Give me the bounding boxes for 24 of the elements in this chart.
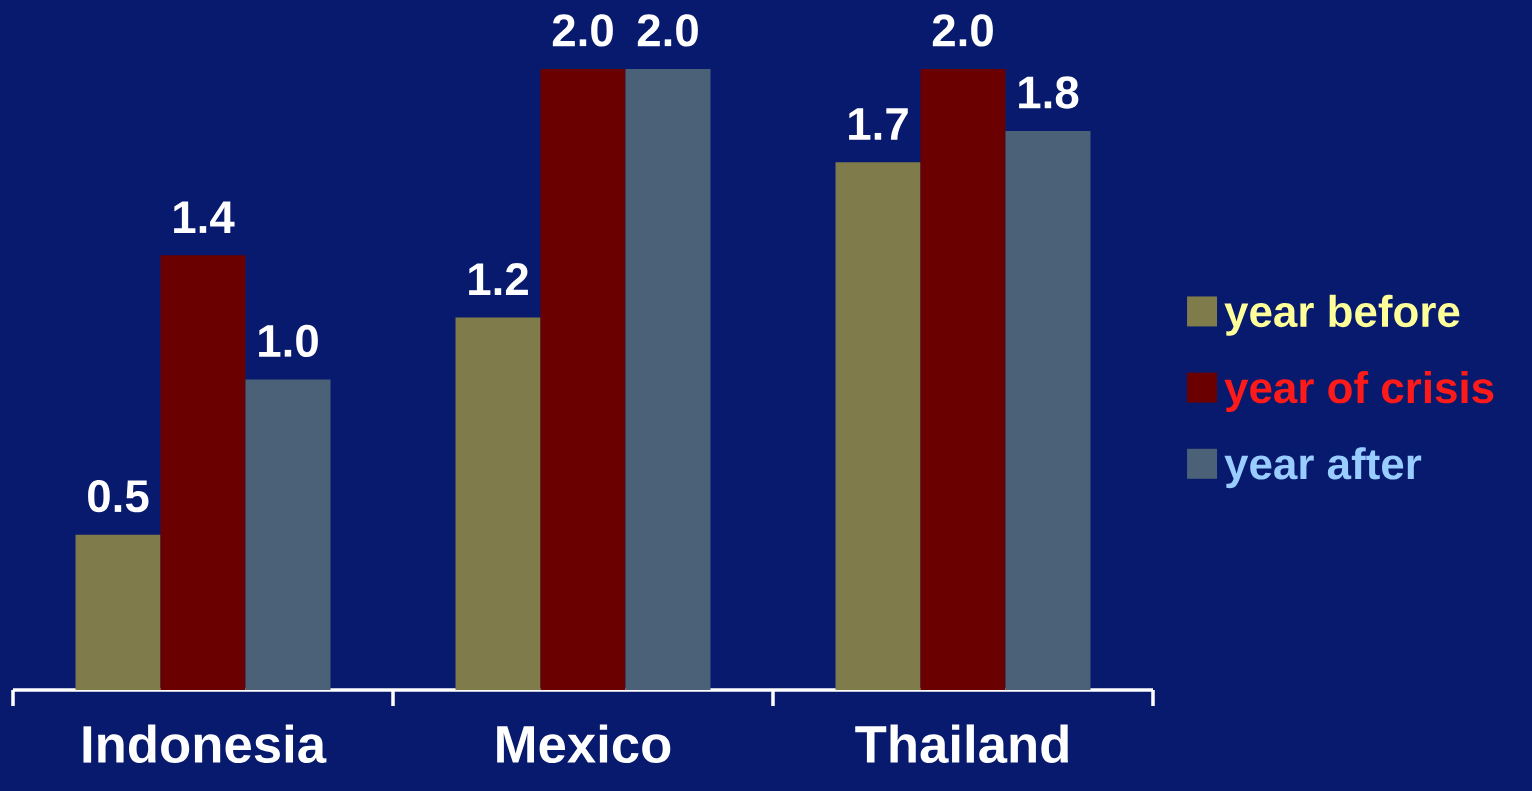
legend-label: year of crisis: [1224, 371, 1494, 412]
bar: [625, 69, 711, 690]
data-label: 1.0: [259, 324, 318, 358]
data-label: 0.5: [88, 479, 149, 513]
x-tick-label: Mexico: [497, 724, 671, 764]
data-label: 2.0: [637, 14, 698, 47]
data-label: 1.7: [849, 108, 908, 140]
bar: [540, 69, 626, 690]
legend-label: year after: [1224, 447, 1422, 489]
x-tick-label: Thailand: [855, 724, 1068, 764]
data-label: 2.0: [932, 14, 993, 47]
x-tick-label: Indonesia: [83, 724, 327, 764]
bar: [1005, 131, 1091, 690]
data-label: 1.4: [174, 201, 235, 233]
bar: [245, 379, 331, 690]
data-label: 2.0: [552, 14, 613, 47]
bar: [75, 534, 161, 690]
bar: [920, 69, 1006, 690]
bar: [455, 317, 541, 690]
data-label: 1.2: [469, 263, 528, 295]
bar: [835, 162, 921, 690]
legend-label: year before: [1224, 294, 1460, 336]
data-label: 1.8: [1019, 76, 1079, 109]
bar: [160, 255, 246, 690]
